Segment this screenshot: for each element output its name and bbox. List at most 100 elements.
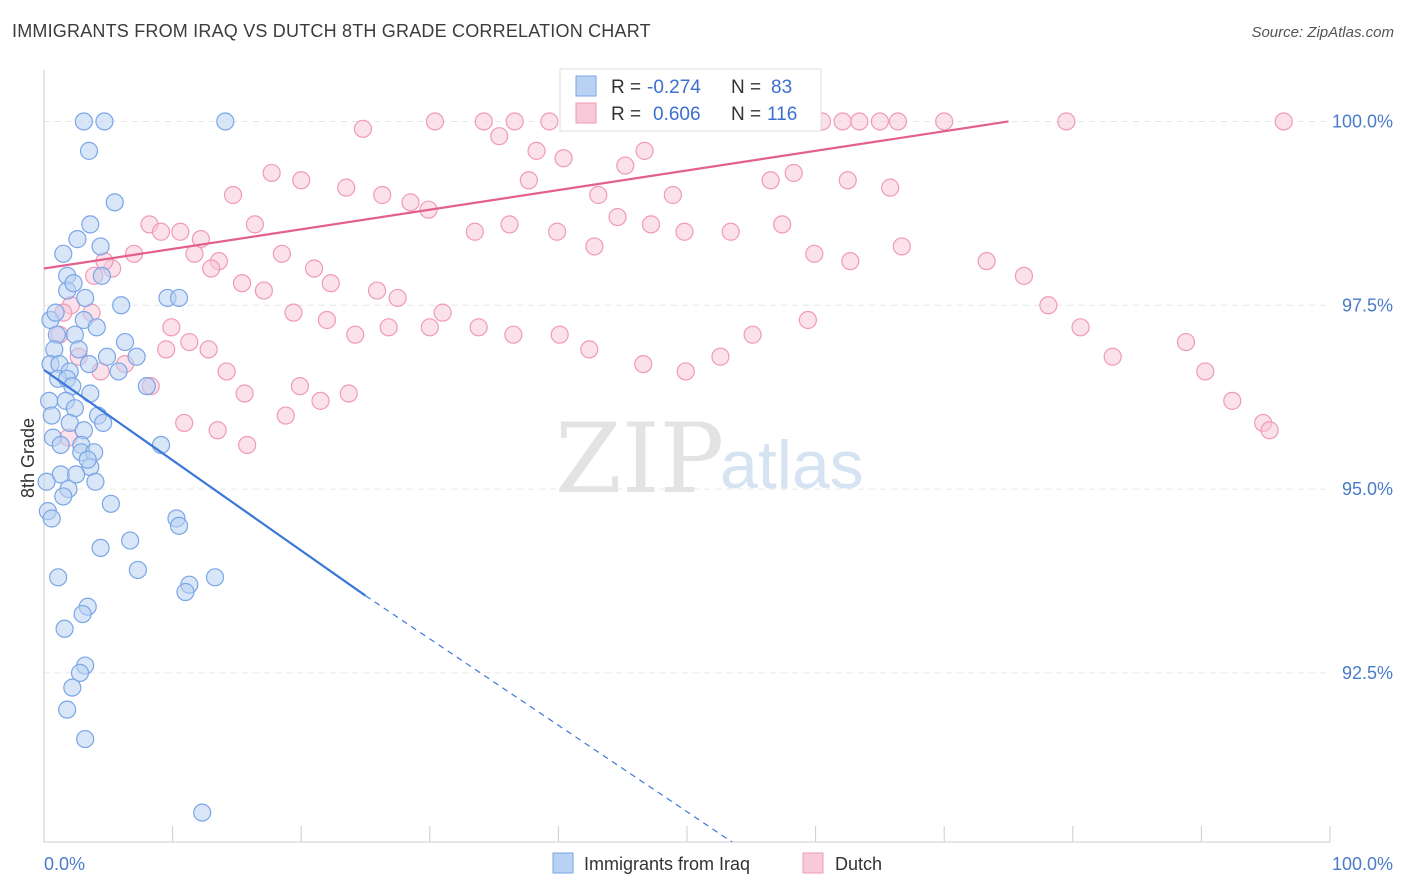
iraq-point-72 — [78, 450, 97, 469]
iraq-point-25 — [79, 354, 99, 374]
dutch-point-58 — [223, 185, 243, 205]
dutch-point-47 — [892, 237, 911, 256]
dutch-point-87 — [185, 244, 204, 263]
iraq-points — [37, 112, 235, 822]
dutch-point-82 — [379, 318, 398, 337]
dutch-point-85 — [151, 222, 171, 241]
iraq-point-37 — [94, 413, 113, 433]
iraq-point-57 — [205, 568, 225, 587]
dutch-point-22 — [616, 156, 635, 175]
dutch-point-80 — [317, 310, 337, 330]
iraq-point-76 — [42, 406, 61, 425]
dutch-point-53 — [1176, 332, 1196, 352]
iraq-point-74 — [137, 377, 156, 396]
y-tick-label-0: 100.0% — [1332, 111, 1393, 131]
axes — [43, 70, 1331, 843]
dutch-point-110 — [339, 384, 358, 403]
dutch-point-100 — [217, 362, 236, 381]
dutch-point-15 — [935, 112, 954, 131]
dutch-point-101 — [235, 384, 254, 403]
dutch-point-44 — [773, 215, 792, 234]
dutch-point-109 — [311, 391, 330, 410]
dutch-point-59 — [245, 215, 265, 234]
iraq-point-50 — [42, 509, 61, 528]
legend-label-iraq[interactable]: Immigrants from Iraq — [584, 854, 750, 874]
iraq-point-65 — [76, 729, 95, 749]
dutch-point-30 — [262, 163, 281, 183]
dutch-point-103 — [157, 340, 176, 359]
dutch-point-13 — [870, 112, 890, 131]
dutch-point-38 — [548, 222, 567, 241]
iraq-point-12 — [76, 288, 95, 308]
dutch-point-24 — [838, 171, 857, 190]
iraq-point-22 — [127, 347, 146, 366]
iraq-point-64 — [58, 700, 77, 719]
iraq-point-54 — [91, 538, 110, 558]
y-tick-label-3: 92.5% — [1342, 663, 1393, 683]
iraq-point-79 — [49, 568, 68, 587]
dutch-point-18 — [490, 127, 509, 146]
iraq-point-27 — [109, 362, 128, 381]
dutch-points — [50, 112, 1293, 455]
iraq-point-0 — [74, 112, 93, 131]
iraq-point-78 — [101, 494, 120, 513]
x-tick-label-0: 0.0% — [44, 854, 85, 874]
iraq-point-63 — [63, 678, 82, 697]
dutch-point-41 — [641, 215, 661, 234]
dutch-point-3 — [505, 112, 524, 131]
dutch-point-77 — [232, 274, 252, 293]
iraq-point-58 — [176, 582, 195, 602]
dutch-point-55 — [1223, 391, 1242, 410]
dutch-point-25 — [881, 178, 900, 197]
iraq-point-8 — [54, 244, 73, 263]
iraq-point-1 — [95, 112, 114, 131]
dutch-point-46 — [841, 252, 860, 271]
stats-swatch-dutch — [575, 102, 597, 124]
dutch-point-86 — [171, 222, 190, 241]
dutch-point-17 — [1274, 112, 1293, 131]
stats-r-label-dutch: R = — [611, 104, 641, 125]
dutch-point-98 — [180, 332, 199, 352]
y-tick-label-1: 97.5% — [1342, 295, 1393, 315]
legend-label-dutch[interactable]: Dutch — [835, 854, 882, 874]
iraq-point-5 — [81, 215, 100, 234]
legend-swatch-dutch[interactable] — [802, 852, 824, 874]
dutch-point-69 — [580, 340, 599, 359]
x-tick-labels: 0.0% 100.0% — [44, 854, 1393, 874]
y-tick-label-2: 95.0% — [1342, 479, 1393, 499]
dutch-point-34 — [401, 193, 420, 212]
iraq-point-36 — [60, 413, 79, 433]
y-tick-labels: 100.0% 97.5% 95.0% 92.5% — [1332, 111, 1393, 682]
iraq-point-73 — [54, 487, 73, 506]
dutch-point-27 — [589, 185, 608, 205]
dutch-point-1 — [425, 112, 445, 131]
dutch-point-52 — [1103, 347, 1122, 366]
iraq-point-17 — [87, 318, 106, 337]
dutch-point-16 — [1057, 112, 1076, 131]
legend-swatch-iraq[interactable] — [552, 852, 574, 874]
dutch-point-19 — [527, 141, 546, 160]
dutch-point-107 — [238, 435, 257, 455]
dutch-point-62 — [321, 274, 340, 293]
iraq-point-69 — [46, 303, 65, 322]
dutch-point-31 — [292, 171, 311, 190]
iraq-point-4 — [105, 193, 124, 212]
dutch-point-71 — [676, 362, 695, 381]
dutch-point-12 — [850, 112, 869, 131]
dutch-point-36 — [465, 222, 484, 241]
x-tick-label-1: 100.0% — [1332, 854, 1393, 874]
iraq-point-10 — [92, 266, 111, 285]
dutch-point-68 — [550, 325, 569, 344]
dutch-point-28 — [663, 185, 682, 205]
iraq-point-2 — [216, 112, 235, 131]
stats-n-label-iraq: N = — [731, 77, 761, 98]
dutch-point-11 — [833, 112, 852, 131]
stats-swatch-iraq — [575, 75, 597, 97]
iraq-point-53 — [121, 531, 140, 550]
dutch-point-21 — [635, 141, 654, 160]
dutch-point-23 — [784, 163, 803, 183]
data-points — [37, 112, 1293, 822]
dutch-point-0 — [353, 119, 373, 138]
dutch-point-61 — [304, 259, 324, 278]
dutch-point-73 — [743, 325, 762, 344]
